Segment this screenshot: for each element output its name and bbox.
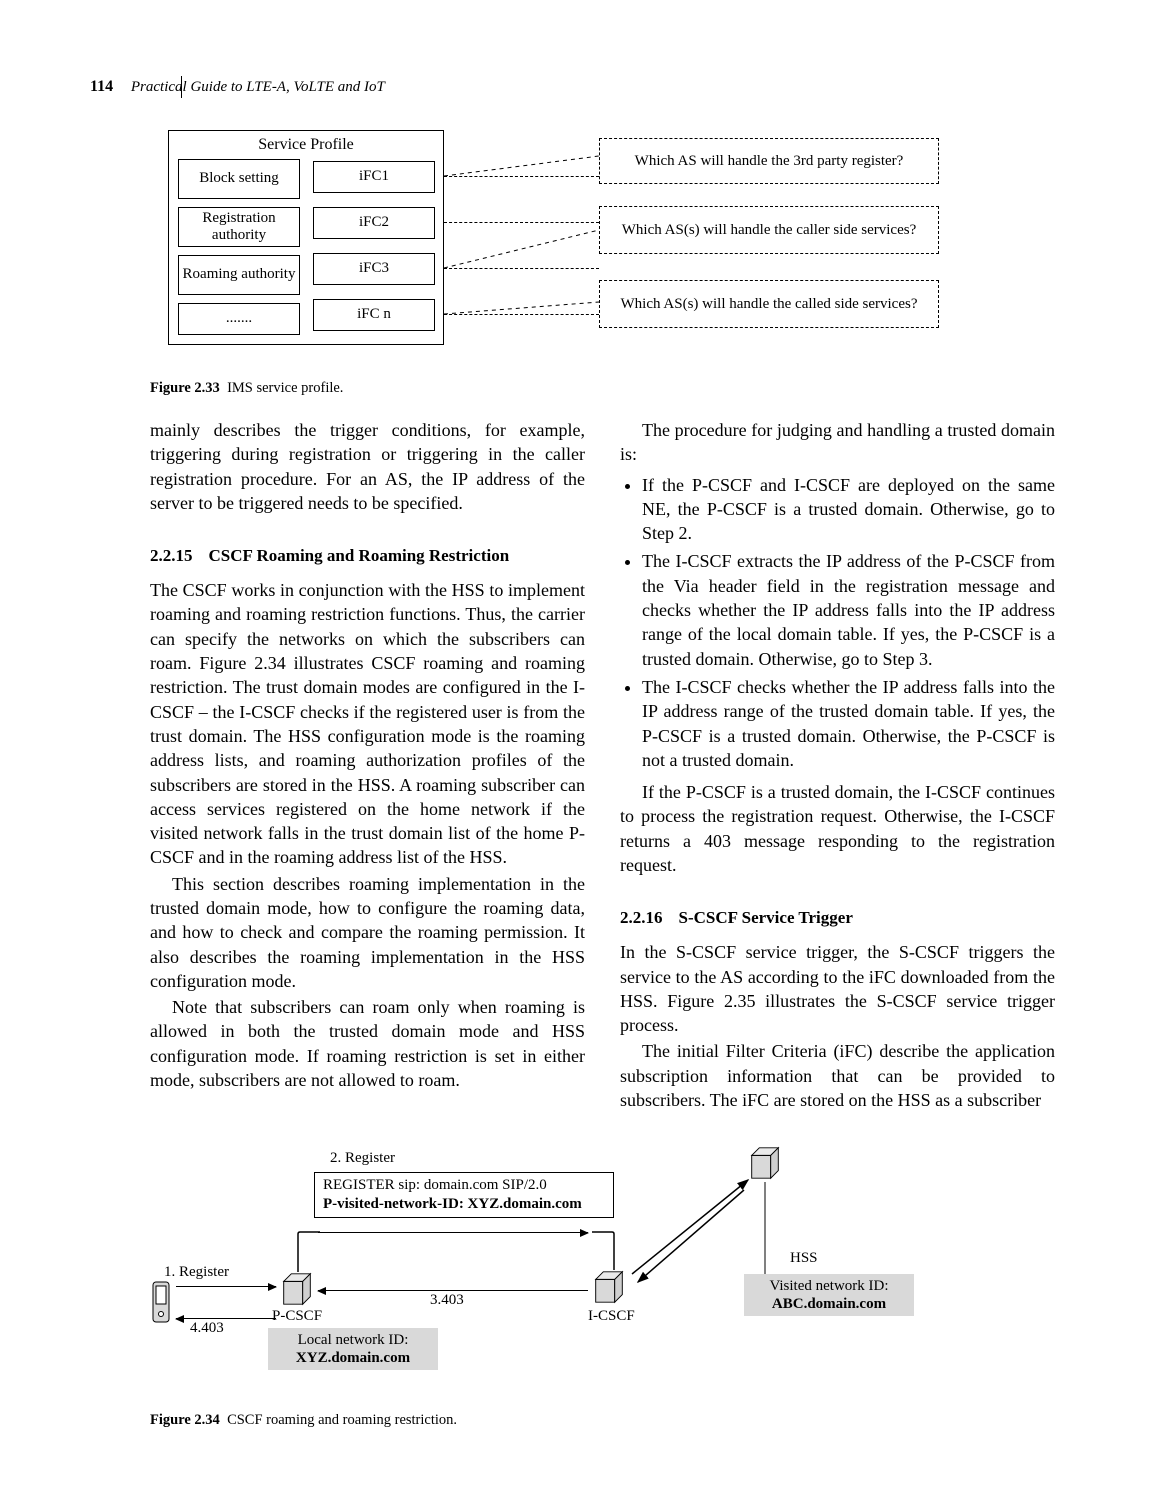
callout-2: Which AS(s) will handle the called side … <box>599 280 939 328</box>
p-2-2-15-a: The CSCF works in conjunction with the H… <box>150 578 585 870</box>
sp-right-2: iFC3 <box>313 253 435 285</box>
fig34-caption-text: CSCF roaming and roaming restriction. <box>227 1412 457 1428</box>
sp-right-1: iFC2 <box>313 207 435 239</box>
label-step4: 4.403 <box>190 1320 224 1337</box>
joiner-svg <box>444 130 604 345</box>
tick <box>434 232 435 238</box>
icscf-cube-icon <box>590 1268 628 1306</box>
label-icscf: I-CSCF <box>588 1308 635 1325</box>
figure-2-33-caption: Figure 2.33 IMS service profile. <box>150 380 343 397</box>
local-val: XYZ.domain.com <box>276 1349 430 1367</box>
sp-left-3: ....... <box>178 303 300 335</box>
heading-2-2-15-title: CSCF Roaming and Roaming Restriction <box>209 546 510 565</box>
tick <box>434 324 435 330</box>
p-2-2-16-b: The initial Filter Criteria (iFC) descri… <box>620 1039 1055 1112</box>
heading-2-2-16: 2.2.16 S-CSCF Service Trigger <box>620 907 1055 930</box>
figure-2-34-caption: Figure 2.34 CSCF roaming and roaming res… <box>150 1412 457 1429</box>
label-pcscf: P-CSCF <box>272 1308 322 1325</box>
head-rule <box>181 76 182 98</box>
arrow-4-403 <box>176 1318 276 1319</box>
arrow-1-register <box>176 1286 276 1287</box>
label-step1: 1. Register <box>164 1264 229 1281</box>
page: 114 Practical Guide to LTE-A, VoLTE and … <box>0 0 1161 1500</box>
visited-network-box: Visited network ID: ABC.domain.com <box>744 1274 914 1316</box>
fig33-caption-label: Figure 2.33 <box>150 380 220 396</box>
local-network-box: Local network ID: XYZ.domain.com <box>268 1328 438 1370</box>
running-title: Practical Guide to LTE-A, VoLTE and IoT <box>131 79 385 95</box>
heading-2-2-16-title: S-CSCF Service Trigger <box>679 908 853 927</box>
bullet-0: If the P-CSCF and I-CSCF are deployed on… <box>642 473 1055 546</box>
heading-2-2-15-num: 2.2.15 <box>150 546 193 565</box>
label-hss: HSS <box>790 1250 818 1267</box>
arrow-2-register <box>318 1232 588 1233</box>
sp-left-0: Block setting <box>178 159 300 199</box>
bullet-1: The I-CSCF extracts the IP address of th… <box>642 549 1055 670</box>
reg-line2: P-visited-network-ID: XYZ.domain.com <box>323 1195 605 1214</box>
ue-icon <box>150 1280 174 1326</box>
hss-down-line <box>762 1182 782 1274</box>
visited-lbl: Visited network ID: <box>752 1277 906 1295</box>
icscf-up-bend <box>590 1212 620 1272</box>
fig34-caption-label: Figure 2.34 <box>150 1412 220 1428</box>
register-box: REGISTER sip: domain.com SIP/2.0 P-visit… <box>314 1172 614 1218</box>
service-profile-title: Service Profile <box>169 136 443 154</box>
figure-2-34: 1. Register 4.403 P-CSCF 2. Register REG… <box>150 1140 920 1400</box>
visited-val: ABC.domain.com <box>752 1295 906 1313</box>
bullet-list: If the P-CSCF and I-CSCF are deployed on… <box>620 473 1055 773</box>
sp-right-0: iFC1 <box>313 161 435 193</box>
right-column: The procedure for judging and handling a… <box>620 418 1055 1114</box>
fig33-caption-text: IMS service profile. <box>227 380 343 396</box>
hss-cube-icon <box>746 1144 784 1182</box>
sp-left-2: Roaming authority <box>178 255 300 295</box>
p-2-2-15-c: Note that subscribers can roam only when… <box>150 995 585 1092</box>
left-column: mainly describes the trigger conditions,… <box>150 418 585 1114</box>
page-number: 114 <box>90 78 113 95</box>
heading-2-2-15: 2.2.15 CSCF Roaming and Roaming Restricti… <box>150 545 585 568</box>
pcscf-cube-icon <box>278 1270 316 1308</box>
p-2-2-15-b: This section describes roaming implement… <box>150 872 585 993</box>
right-after: If the P-CSCF is a trusted domain, the I… <box>620 780 1055 877</box>
running-head: 114 Practical Guide to LTE-A, VoLTE and … <box>90 78 385 96</box>
body-columns: mainly describes the trigger conditions,… <box>150 418 1055 1114</box>
figure-2-33: Service Profile Block setting Registrati… <box>168 130 958 365</box>
right-intro: The procedure for judging and handling a… <box>620 418 1055 467</box>
tick <box>434 278 435 284</box>
icscf-hss-arrows <box>628 1166 768 1286</box>
arrow-3-403 <box>318 1290 588 1291</box>
label-step2: 2. Register <box>330 1150 395 1167</box>
sp-right-3: iFC n <box>313 299 435 331</box>
label-step3: 3.403 <box>430 1292 464 1309</box>
callout-0: Which AS will handle the 3rd party regis… <box>599 138 939 184</box>
tick <box>434 186 435 192</box>
sp-left-1: Registration authority <box>178 207 300 247</box>
reg-line1: REGISTER sip: domain.com SIP/2.0 <box>323 1176 605 1195</box>
lead-para: mainly describes the trigger conditions,… <box>150 418 585 515</box>
callout-1: Which AS(s) will handle the caller side … <box>599 206 939 254</box>
pcscf-up-bend <box>296 1212 326 1274</box>
p-2-2-16-a: In the S-CSCF service trigger, the S-CSC… <box>620 940 1055 1037</box>
bullet-2: The I-CSCF checks whether the IP address… <box>642 675 1055 772</box>
local-lbl: Local network ID: <box>276 1331 430 1349</box>
heading-2-2-16-num: 2.2.16 <box>620 908 663 927</box>
service-profile-box: Service Profile Block setting Registrati… <box>168 130 444 345</box>
